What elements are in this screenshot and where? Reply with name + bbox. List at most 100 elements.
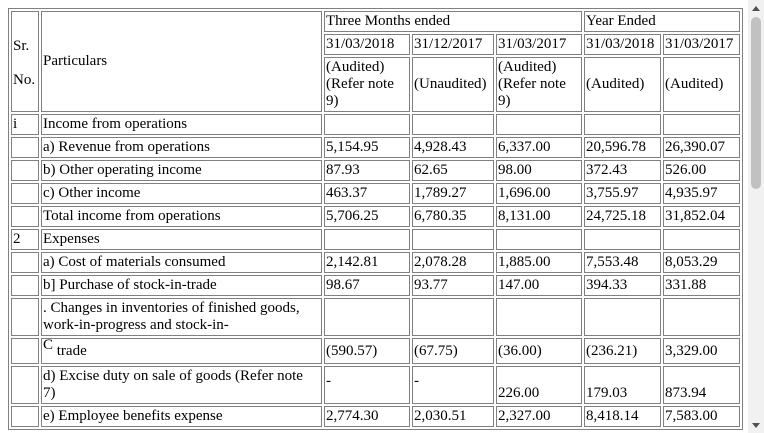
particulars-cell: b] Purchase of stock-in-trade [41, 275, 322, 296]
sr-no-label-2: No. [13, 72, 36, 88]
value-cell [584, 114, 661, 135]
scrollbar-thumb[interactable] [751, 17, 761, 189]
particulars-cell: d) Excise duty on sale of goods (Refer n… [41, 366, 322, 404]
value-cell: 5,154.95 [324, 137, 410, 158]
sr-no-label: Sr. [13, 38, 30, 54]
document-viewport: Sr. No. Particulars Three Months ended Y… [8, 8, 743, 430]
value-cell: 6,337.00 [496, 137, 582, 158]
value-cell: 331.88 [663, 275, 740, 296]
value-cell: 2,078.28 [412, 252, 494, 273]
value-cell: 394.33 [584, 275, 661, 296]
value-cell: 93.77 [412, 275, 494, 296]
audit-status: (Audited) (Refer note 9) [496, 57, 582, 112]
value-cell: 463.37 [324, 183, 410, 204]
three-months-header: Three Months ended [324, 11, 582, 32]
value-cell: 526.00 [663, 160, 740, 181]
value-cell: 24,725.18 [584, 206, 661, 227]
value-cell [663, 114, 740, 135]
value-cell: 7,553.48 [584, 252, 661, 273]
value-cell: 26,390.07 [663, 137, 740, 158]
value-cell: 3,755.97 [584, 183, 661, 204]
value-cell [496, 114, 582, 135]
particulars-cell: c) Other income [41, 183, 322, 204]
value-cell [663, 298, 740, 336]
value-cell: 147.00 [496, 275, 582, 296]
sr-cell [11, 275, 39, 296]
table-row: b] Purchase of stock-in-trade 98.67 93.7… [11, 275, 740, 296]
table-row: e) Employee benefits expense 2,774.30 2,… [11, 406, 740, 427]
value-cell: 1,696.00 [496, 183, 582, 204]
date-header: 31/03/2018 [584, 34, 661, 55]
value-cell [584, 229, 661, 250]
value-cell: (67.75) [412, 338, 494, 364]
value-cell [663, 229, 740, 250]
scroll-up-arrow-icon[interactable] [748, 0, 764, 16]
sr-cell [11, 160, 39, 181]
date-header: 31/03/2017 [663, 34, 740, 55]
value-cell [584, 298, 661, 336]
table-row: a) Revenue from operations 5,154.95 4,92… [11, 137, 740, 158]
particulars-cell: Expenses [41, 229, 322, 250]
header-row-1: Sr. No. Particulars Three Months ended Y… [11, 11, 740, 112]
value-cell [412, 298, 494, 336]
audit-status: (Audited) (Refer note 9) [324, 57, 410, 112]
year-ended-header: Year Ended [584, 11, 740, 32]
sr-cell: i [11, 114, 39, 135]
value-cell: 31,852.04 [663, 206, 740, 227]
table-row: 2 Expenses [11, 229, 740, 250]
value-cell [496, 298, 582, 336]
date-header: 31/12/2017 [412, 34, 494, 55]
value-cell: 2,030.51 [412, 406, 494, 427]
value-cell: - [412, 366, 494, 404]
vertical-scrollbar[interactable] [748, 0, 764, 433]
scroll-down-arrow-icon[interactable] [748, 417, 764, 433]
table-row: Total income from operations 5,706.25 6,… [11, 206, 740, 227]
table-row-changes-heading: . Changes in inventories of finished goo… [11, 298, 740, 336]
value-cell: 87.93 [324, 160, 410, 181]
value-cell: 7,583.00 [663, 406, 740, 427]
sr-cell [11, 183, 39, 204]
value-cell: 62.65 [412, 160, 494, 181]
header-row-dates: 31/03/2018 31/12/2017 31/03/2017 31/03/2… [11, 34, 740, 55]
particulars-cell: . Changes in inventories of finished goo… [41, 298, 322, 336]
audit-status: (Audited) [584, 57, 661, 112]
particulars-cell: C trade [41, 337, 322, 364]
value-cell: - [324, 366, 410, 404]
date-header: 31/03/2018 [324, 34, 410, 55]
value-cell: 2,142.81 [324, 252, 410, 273]
table-row: a) Cost of materials consumed 2,142.81 2… [11, 252, 740, 273]
value-cell: 5,706.25 [324, 206, 410, 227]
value-cell [324, 229, 410, 250]
value-cell: 3,329.00 [663, 338, 740, 364]
value-cell: (590.57) [324, 338, 410, 364]
financial-results-table: Sr. No. Particulars Three Months ended Y… [8, 8, 743, 430]
value-cell: 98.67 [324, 275, 410, 296]
value-cell: (236.21) [584, 338, 661, 364]
sr-cell [11, 366, 39, 404]
table-row: i Income from operations [11, 114, 740, 135]
sr-cell [11, 406, 39, 427]
value-cell: (36.00) [496, 338, 582, 364]
sr-cell: 2 [11, 229, 39, 250]
value-cell: 372.43 [584, 160, 661, 181]
sr-no-header: Sr. No. [11, 11, 39, 112]
value-cell: 226.00 [496, 366, 582, 404]
value-cell: 6,780.35 [412, 206, 494, 227]
value-cell: 20,596.78 [584, 137, 661, 158]
sr-cell [11, 298, 39, 336]
value-cell: 4,935.97 [663, 183, 740, 204]
value-cell [412, 114, 494, 135]
table-row: c) Other income 463.37 1,789.27 1,696.00… [11, 183, 740, 204]
audit-status: (Unaudited) [412, 57, 494, 112]
particulars-cell: a) Cost of materials consumed [41, 252, 322, 273]
sr-cell [11, 252, 39, 273]
audit-status: (Audited) [663, 57, 740, 112]
particulars-cell: b) Other operating income [41, 160, 322, 181]
value-cell: 8,418.14 [584, 406, 661, 427]
particulars-header: Particulars [41, 11, 322, 112]
value-cell [324, 114, 410, 135]
table-row-excise: d) Excise duty on sale of goods (Refer n… [11, 366, 740, 404]
table-row-changes: C trade (590.57) (67.75) (36.00) (236.21… [11, 337, 740, 364]
value-cell: 1,885.00 [496, 252, 582, 273]
sr-cell [11, 206, 39, 227]
